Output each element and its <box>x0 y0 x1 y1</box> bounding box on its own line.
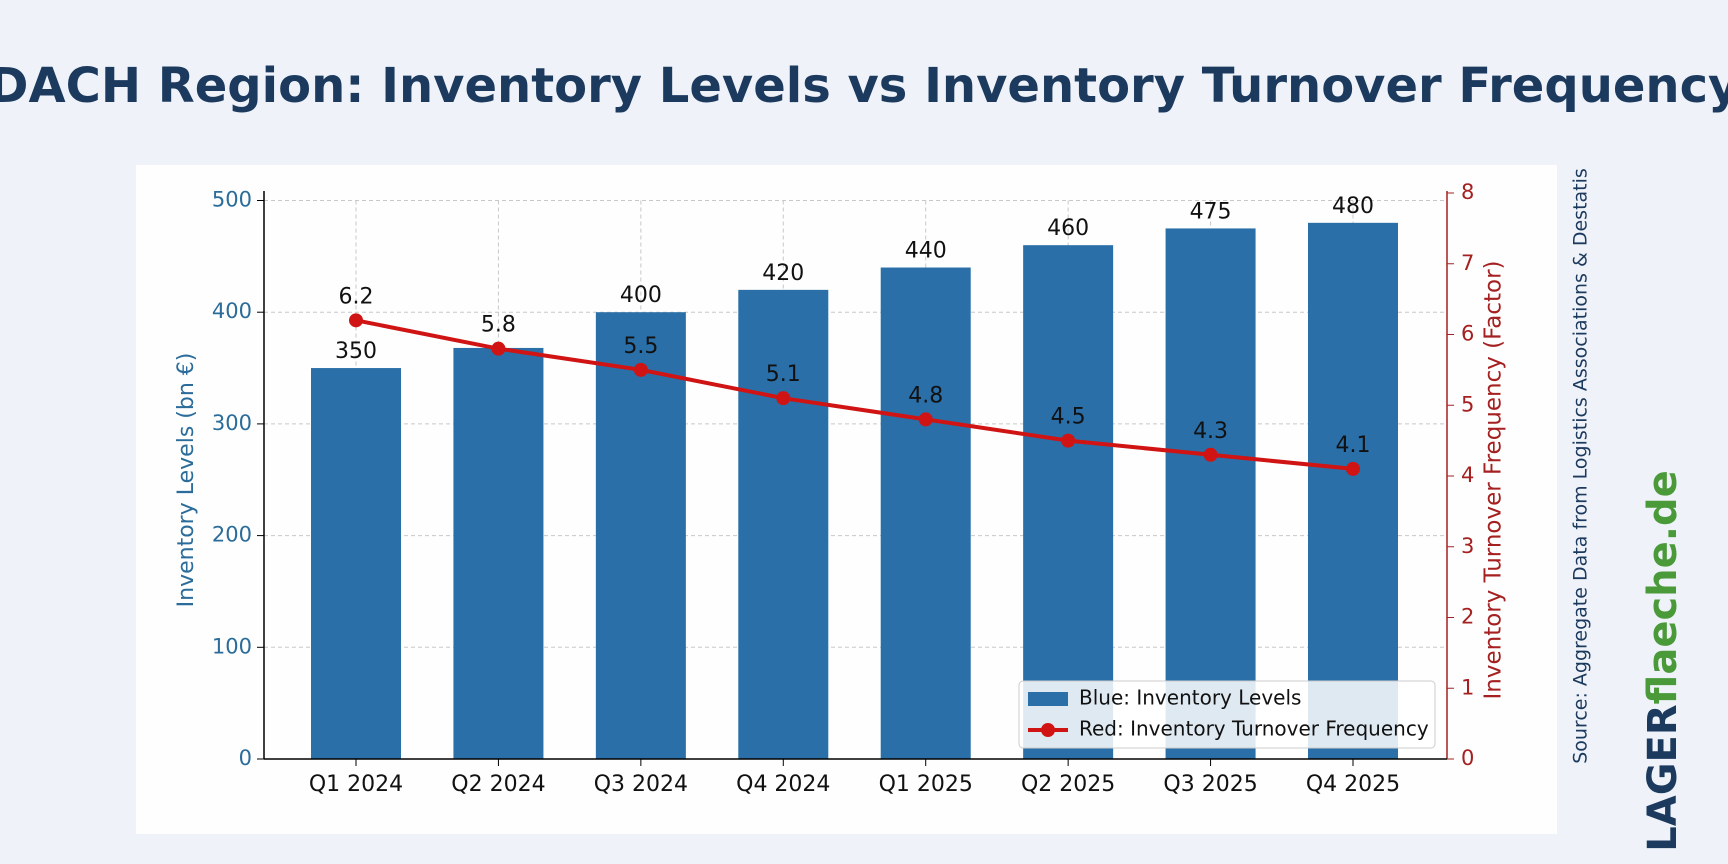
x-tick-label: Q3 2025 <box>1163 772 1257 797</box>
bar-value-label: 400 <box>620 283 662 308</box>
y2-tick-label: 8 <box>1461 180 1474 204</box>
x-tick-label: Q2 2025 <box>1021 772 1115 797</box>
y-tick-label: 100 <box>212 634 252 658</box>
y-tick-label: 500 <box>212 188 252 212</box>
y-tick-label: 400 <box>212 299 252 323</box>
bar <box>880 267 971 759</box>
line-value-label: 4.3 <box>1193 419 1228 444</box>
bar <box>453 347 544 759</box>
legend-swatch <box>1028 692 1068 706</box>
x-tick-label: Q1 2024 <box>309 772 403 797</box>
line-point <box>1346 461 1360 476</box>
bar <box>738 289 829 759</box>
legend: Blue: Inventory Levels Red: Inventory Tur… <box>1018 680 1436 749</box>
line-point <box>349 313 363 328</box>
line-point <box>918 412 933 427</box>
bar-value-label: 480 <box>1332 194 1374 219</box>
bar <box>595 312 686 759</box>
bar <box>1308 222 1398 760</box>
x-tick-label: Q4 2024 <box>736 772 830 797</box>
line-value-label: 6.2 <box>339 284 374 309</box>
bar-value-label: 460 <box>1047 216 1089 241</box>
line-point <box>1203 447 1218 462</box>
y-tick-label: 300 <box>212 411 252 435</box>
y-tick-label: 200 <box>212 523 252 547</box>
x-tick-label: Q1 2025 <box>879 772 973 797</box>
brand-part: LAGER <box>1640 704 1686 851</box>
y2-tick-label: 5 <box>1461 392 1474 416</box>
bar-value-label: 475 <box>1190 199 1232 224</box>
line-value-label: 4.8 <box>908 383 943 408</box>
y-axis-label: Inventory Levels (bn €) <box>174 353 199 608</box>
y2-tick-label: 1 <box>1461 675 1474 699</box>
legend-label: Blue: Inventory Levels <box>1079 686 1301 710</box>
bar-value-label: 440 <box>905 239 947 264</box>
line-point <box>491 341 506 356</box>
x-tick-label: Q2 2024 <box>451 772 545 797</box>
source-note: Source: Aggregate Data from Logistics As… <box>1570 168 1592 764</box>
y2-axis-label: Inventory Turnover Frequency (Factor) <box>1481 260 1507 699</box>
brand-part: flaeche.de <box>1640 470 1686 704</box>
chart-title: DACH Region: Inventory Levels vs Invento… <box>0 58 1728 114</box>
line <box>355 318 1354 471</box>
line-value-label: 5.1 <box>766 362 801 387</box>
y2-tick-label: 6 <box>1461 322 1474 346</box>
bar <box>1023 245 1114 759</box>
x-tick-label: Q4 2025 <box>1306 772 1400 797</box>
x-tick-label: Q3 2024 <box>594 772 688 797</box>
y2-tick-label: 3 <box>1461 534 1474 558</box>
y2-tick-label: 4 <box>1461 463 1474 487</box>
line-value-label: 5.8 <box>481 313 516 338</box>
legend-swatch <box>1041 723 1055 737</box>
brand: LAGERflaeche.de <box>1640 470 1686 851</box>
line-point <box>776 391 791 406</box>
bar-value-label: 350 <box>335 339 377 364</box>
line-value-label: 4.5 <box>1051 405 1086 430</box>
y2-tick-label: 2 <box>1461 605 1474 629</box>
bar <box>311 368 401 759</box>
line-value-label: 4.1 <box>1336 433 1371 458</box>
line-point <box>633 362 648 377</box>
bar-value-label: 420 <box>762 261 804 286</box>
y2-tick-label: 7 <box>1461 251 1474 275</box>
y2-tick-label: 0 <box>1461 746 1474 770</box>
y-tick-label: 0 <box>239 746 252 770</box>
line-point <box>1061 433 1076 448</box>
line-value-label: 5.5 <box>623 334 658 359</box>
bar <box>1165 228 1256 760</box>
legend-box <box>1018 680 1436 749</box>
legend-label: Red: Inventory Turnover Frequency <box>1079 717 1429 741</box>
